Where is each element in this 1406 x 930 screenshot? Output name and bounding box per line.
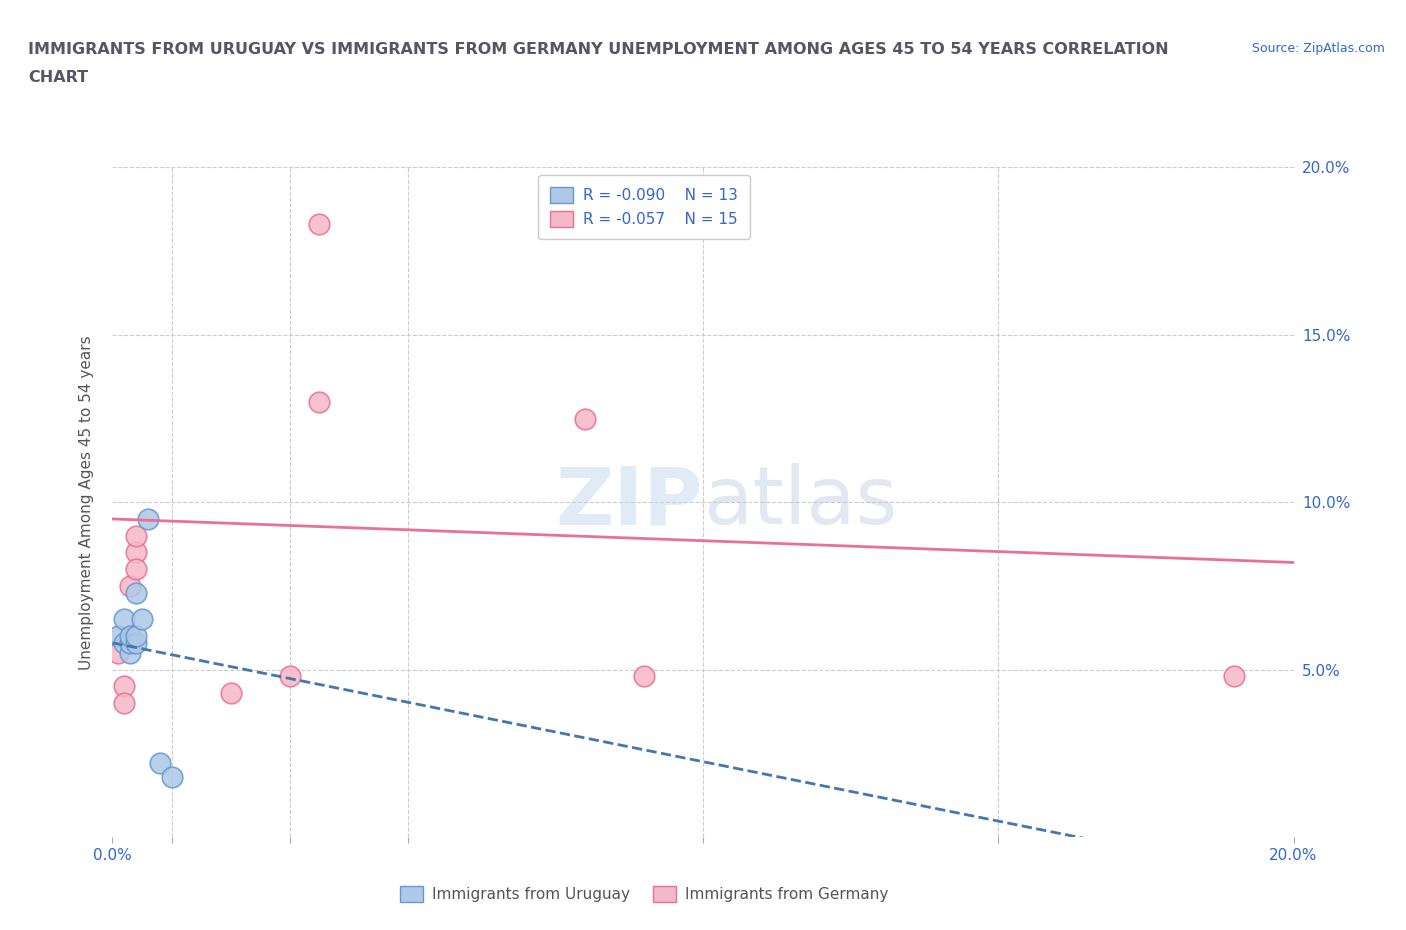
Point bbox=[107, 645, 129, 660]
Point bbox=[107, 629, 129, 644]
Point bbox=[308, 217, 330, 232]
Point bbox=[125, 528, 148, 543]
Point bbox=[125, 629, 148, 644]
Point bbox=[219, 685, 242, 700]
Text: ZIP: ZIP bbox=[555, 463, 703, 541]
Point bbox=[120, 629, 142, 644]
Legend: Immigrants from Uruguay, Immigrants from Germany: Immigrants from Uruguay, Immigrants from… bbox=[392, 879, 896, 910]
Y-axis label: Unemployment Among Ages 45 to 54 years: Unemployment Among Ages 45 to 54 years bbox=[79, 335, 94, 670]
Point bbox=[160, 769, 183, 784]
Point bbox=[125, 635, 148, 650]
Point bbox=[136, 512, 159, 526]
Point bbox=[112, 635, 135, 650]
Point bbox=[308, 394, 330, 409]
Point bbox=[633, 669, 655, 684]
Text: IMMIGRANTS FROM URUGUAY VS IMMIGRANTS FROM GERMANY UNEMPLOYMENT AMONG AGES 45 TO: IMMIGRANTS FROM URUGUAY VS IMMIGRANTS FR… bbox=[28, 42, 1168, 57]
Point bbox=[574, 411, 596, 426]
Point bbox=[125, 545, 148, 560]
Text: Source: ZipAtlas.com: Source: ZipAtlas.com bbox=[1251, 42, 1385, 55]
Point bbox=[112, 696, 135, 711]
Point bbox=[120, 578, 142, 593]
Point bbox=[125, 585, 148, 600]
Text: CHART: CHART bbox=[28, 70, 89, 85]
Point bbox=[278, 669, 301, 684]
Point bbox=[131, 612, 153, 627]
Point bbox=[112, 679, 135, 694]
Point bbox=[1223, 669, 1246, 684]
Point bbox=[149, 756, 172, 771]
Point bbox=[120, 635, 142, 650]
Point bbox=[125, 562, 148, 577]
Point bbox=[120, 645, 142, 660]
Point bbox=[112, 612, 135, 627]
Point bbox=[120, 629, 142, 644]
Text: atlas: atlas bbox=[703, 463, 897, 541]
